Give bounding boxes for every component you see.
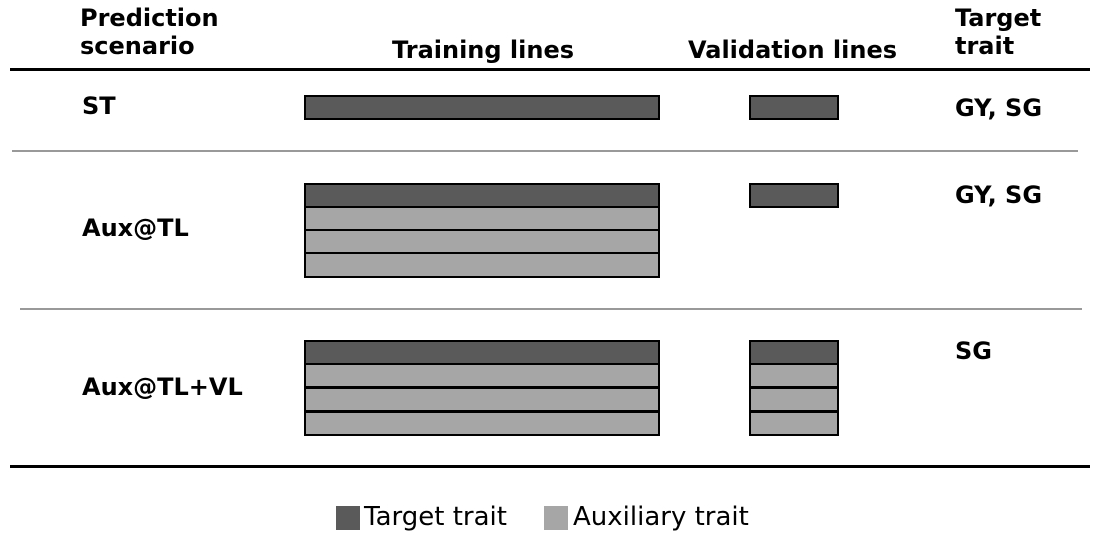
- auxtlvl-validation-bar-auxiliary-2: [749, 387, 839, 412]
- header-target-trait: Target trait: [955, 4, 1042, 60]
- auxtlvl-training-bar-auxiliary-2: [304, 387, 660, 412]
- header-training-lines: Training lines: [392, 36, 575, 64]
- top-rule: [10, 68, 1090, 71]
- legend-swatch-target: [336, 506, 360, 530]
- auxtlvl-training-bar-auxiliary-3: [304, 411, 660, 436]
- target-trait-aux-tl: GY, SG: [955, 181, 1043, 209]
- header-validation-lines: Validation lines: [688, 36, 898, 64]
- bottom-rule: [10, 465, 1090, 468]
- auxtl-training-bar-target: [304, 183, 660, 208]
- header-prediction-scenario: Prediction scenario: [80, 4, 219, 60]
- target-trait-st: GY, SG: [955, 94, 1043, 122]
- auxtlvl-validation-bar-auxiliary-3: [749, 411, 839, 436]
- divider-2: [20, 308, 1082, 310]
- legend-swatch-auxiliary: [544, 506, 568, 530]
- auxtlvl-training-bar-target: [304, 340, 660, 365]
- auxtl-training-bar-auxiliary-3: [304, 252, 660, 278]
- st-validation-bar-target: [749, 95, 839, 120]
- auxtl-training-bar-auxiliary-1: [304, 206, 660, 231]
- st-training-bar-target: [304, 95, 660, 120]
- scenario-label-st: ST: [82, 92, 116, 120]
- target-trait-aux-tl-vl: SG: [955, 337, 992, 365]
- auxtl-validation-bar-target: [749, 183, 839, 208]
- auxtlvl-validation-bar-target: [749, 340, 839, 365]
- divider-1: [12, 150, 1078, 152]
- scenario-label-aux-tl: Aux@TL: [82, 214, 189, 242]
- scenario-label-aux-tl-vl: Aux@TL+VL: [82, 373, 243, 401]
- auxtl-training-bar-auxiliary-2: [304, 229, 660, 254]
- auxtlvl-training-bar-auxiliary-1: [304, 363, 660, 388]
- legend-label-target: Target trait: [364, 502, 507, 532]
- legend-label-auxiliary: Auxiliary trait: [573, 502, 749, 532]
- auxtlvl-validation-bar-auxiliary-1: [749, 363, 839, 388]
